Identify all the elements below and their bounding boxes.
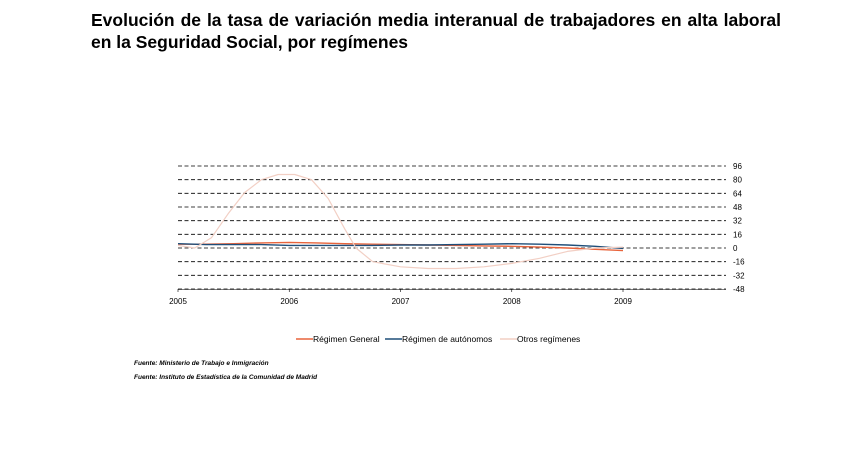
chart-title: Evolución de la tasa de variación media … — [91, 10, 781, 52]
y-tick-label: 48 — [733, 203, 742, 212]
series-line-2 — [177, 173, 624, 270]
y-tick-label: -16 — [733, 258, 745, 267]
y-tick-label: -32 — [733, 271, 745, 280]
y-tick-label: 16 — [733, 230, 742, 239]
grid-lines — [178, 165, 726, 290]
y-tick-label: 80 — [733, 176, 742, 185]
x-tick-label: 2007 — [392, 297, 410, 306]
x-tick-label: 2008 — [503, 297, 521, 306]
series-group — [177, 173, 624, 270]
x-tick-label: 2006 — [280, 297, 298, 306]
y-tick-label: 32 — [733, 217, 742, 226]
source-note-instituto: Fuente: Instituto de Estadística de la C… — [134, 374, 318, 381]
legend-label-0: Régimen General — [313, 334, 380, 344]
y-tick-label: 96 — [733, 162, 742, 171]
source-note-ministerio: Fuente: Ministerio de Trabajo e Inmigrac… — [134, 360, 269, 367]
x-tick-label: 2005 — [169, 297, 187, 306]
y-axis-ticks: 96 80 64 48 32 16 0 -16 -32 -48 — [733, 162, 745, 294]
x-axis: 2005 2006 2007 2008 2009 — [169, 289, 726, 306]
y-tick-label: -48 — [733, 285, 745, 294]
legend-label-2: Otros regímenes — [517, 334, 580, 344]
series-line-1 — [177, 242, 624, 250]
y-tick-label: 64 — [733, 189, 742, 198]
series-line-0 — [178, 241, 624, 252]
legend: Régimen General Régimen de autónomos Otros… — [296, 334, 580, 344]
y-tick-label: 0 — [733, 244, 738, 253]
x-tick-label: 2009 — [614, 297, 632, 306]
legend-label-1: Régimen de autónomos — [402, 334, 492, 344]
